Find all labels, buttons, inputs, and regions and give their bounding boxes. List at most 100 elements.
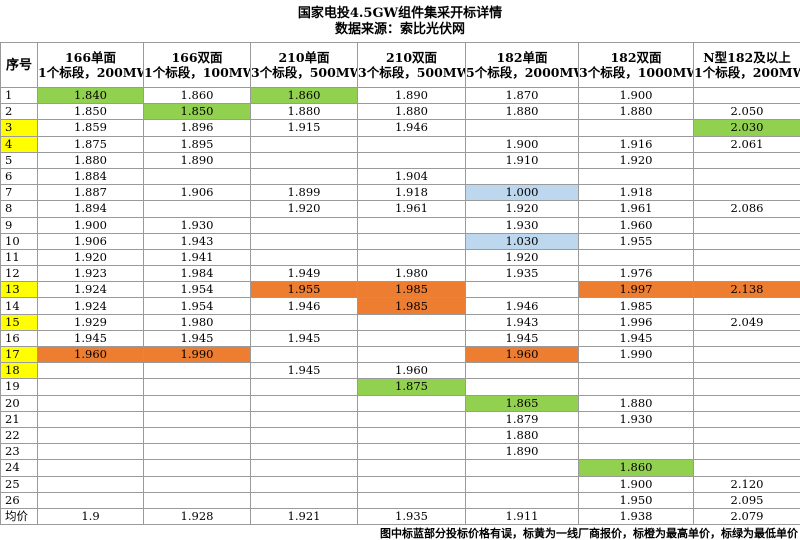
column-name: 166双面 — [171, 50, 223, 65]
row-number: 16 — [0, 329, 38, 348]
price-cell: 1.880 — [578, 394, 694, 412]
price-cell: 1.935 — [465, 265, 579, 283]
price-cell — [693, 362, 800, 380]
table-row: 10 1.906 1.943 1.030 1.955 — [0, 232, 800, 250]
table-row: 17 1.960 1.990 1.960 1.990 — [0, 345, 800, 364]
price-cell: 1.990 — [578, 345, 694, 364]
price-cell — [693, 345, 800, 364]
price-cell: 1.997 — [578, 281, 694, 299]
price-cell — [37, 362, 144, 380]
row-number: 13 — [0, 281, 38, 299]
price-cell — [693, 151, 800, 169]
price-cell: 1.943 — [143, 232, 251, 250]
price-cell — [143, 167, 251, 186]
price-cell: 2.050 — [693, 103, 800, 121]
row-number: 14 — [0, 297, 38, 315]
price-cell — [693, 297, 800, 315]
price-cell: 1.920 — [250, 200, 358, 218]
price-cell — [578, 167, 694, 186]
price-cell — [357, 491, 466, 509]
column-header: 166单面 1个标段，200MW — [37, 42, 144, 88]
price-cell: 1.924 — [37, 297, 144, 315]
price-cell — [357, 135, 466, 153]
price-cell — [143, 200, 251, 218]
price-cell: 1.880 — [357, 103, 466, 121]
price-cell: 1.840 — [37, 86, 144, 105]
price-cell — [465, 362, 579, 380]
price-cell: 1.955 — [250, 281, 358, 299]
price-cell: 1.946 — [357, 119, 466, 137]
price-cell — [693, 394, 800, 412]
price-cell: 1.884 — [37, 167, 144, 186]
column-header: N型182及以上 1个标段，200MW — [693, 42, 800, 88]
table-row: 4 1.875 1.895 1.900 1.916 2.061 — [0, 135, 800, 153]
price-cell — [143, 459, 251, 477]
price-cell — [357, 329, 466, 348]
price-cell: 1.928 — [143, 507, 251, 526]
price-cell: 2.030 — [693, 119, 800, 137]
price-cell: 1.945 — [250, 329, 358, 348]
price-cell — [465, 459, 579, 477]
price-cell: 1.911 — [465, 507, 579, 526]
row-number: 3 — [0, 119, 38, 137]
price-cell: 1.996 — [578, 313, 694, 331]
price-cell: 1.900 — [578, 475, 694, 493]
price-cell — [357, 345, 466, 364]
price-cell: 1.945 — [250, 362, 358, 380]
column-name: 210双面 — [385, 50, 438, 65]
price-cell: 1.954 — [143, 297, 251, 315]
price-cell: 1.880 — [465, 426, 579, 445]
price-cell — [250, 394, 358, 412]
price-cell — [250, 167, 358, 186]
price-cell: 1.9 — [37, 507, 144, 526]
price-cell: 1.920 — [37, 248, 144, 267]
price-cell — [465, 281, 579, 299]
row-number: 均价 — [0, 507, 38, 526]
price-cell — [693, 410, 800, 428]
price-cell: 1.961 — [357, 200, 466, 218]
price-cell — [250, 216, 358, 234]
price-cell — [357, 475, 466, 493]
table-row: 23 1.890 — [0, 443, 800, 461]
table-row: 12 1.923 1.984 1.949 1.980 1.935 1.976 — [0, 265, 800, 283]
price-cell: 1.918 — [357, 184, 466, 202]
table-row: 13 1.924 1.954 1.955 1.985 1.997 2.138 — [0, 281, 800, 299]
price-cell — [357, 459, 466, 477]
price-cell — [143, 394, 251, 412]
price-cell: 1.984 — [143, 265, 251, 283]
price-cell — [465, 119, 579, 137]
price-cell: 1.935 — [357, 507, 466, 526]
price-cell: 1.895 — [143, 135, 251, 153]
table-row: 3 1.859 1.896 1.915 1.946 2.030 — [0, 119, 800, 137]
table-row: 均价 1.9 1.928 1.921 1.935 1.911 1.938 2.079 — [0, 507, 800, 526]
price-cell: 1.930 — [578, 410, 694, 428]
price-cell — [37, 475, 144, 493]
price-cell — [465, 475, 579, 493]
price-cell: 1.960 — [465, 345, 579, 364]
price-cell — [37, 378, 144, 396]
table-row: 20 1.865 1.880 — [0, 394, 800, 412]
price-cell — [143, 443, 251, 461]
price-cell — [143, 491, 251, 509]
row-number: 1 — [0, 86, 38, 105]
price-cell — [357, 426, 466, 445]
column-name: N型182及以上 — [703, 50, 791, 65]
price-cell — [143, 426, 251, 445]
row-number: 22 — [0, 426, 38, 445]
price-cell — [250, 475, 358, 493]
price-cell: 1.990 — [143, 345, 251, 364]
price-cell: 1.890 — [465, 443, 579, 461]
price-cell — [693, 184, 800, 202]
price-cell: 1.850 — [143, 103, 251, 121]
price-cell: 1.943 — [465, 313, 579, 331]
price-cell — [693, 216, 800, 234]
price-cell: 1.890 — [357, 86, 466, 105]
price-cell: 1.920 — [578, 151, 694, 169]
price-cell — [37, 426, 144, 445]
price-cell: 1.899 — [250, 184, 358, 202]
column-name: 210单面 — [278, 50, 330, 65]
price-cell — [357, 232, 466, 250]
price-cell — [250, 232, 358, 250]
price-cell: 1.875 — [37, 135, 144, 153]
